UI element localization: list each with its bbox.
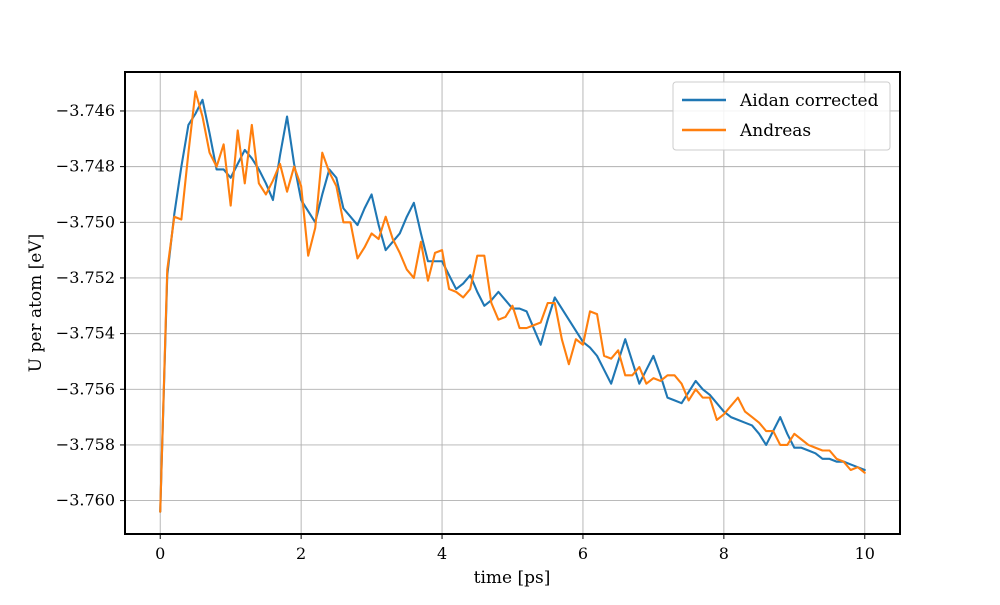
y-tick-label: −3.756 [56,379,115,398]
y-tick-label: −3.754 [56,324,115,343]
legend-box [672,81,891,151]
legend-label-aidan-corrected: Aidan corrected [739,91,879,111]
axis-ticks: 0 2 4 6 8 10 −3.746 −3.748 −3.750 −3.752 −3.754 −3.… [56,101,875,563]
x-tick-label: 10 [855,544,875,563]
y-tick-label: −3.758 [56,435,115,454]
y-axis-label: U per atom [eV] [26,234,46,373]
legend: Aidan corrected Andreas [672,81,891,151]
x-tick-label: 2 [296,544,306,563]
y-tick-label: −3.748 [56,157,115,176]
x-axis-label: time [ps] [474,568,551,588]
x-tick-label: 4 [437,544,447,563]
series-lines [159,90,866,513]
x-tick-label: 0 [155,544,165,563]
x-tick-label: 6 [578,544,588,563]
y-tick-label: −3.760 [56,491,115,510]
plot-frame [124,71,901,535]
y-tick-label: −3.752 [56,268,115,287]
y-tick-label: −3.746 [56,101,115,120]
y-tick-label: −3.750 [56,212,115,231]
x-tick-label: 8 [719,544,729,563]
series-line-andreas [159,90,866,513]
legend-label-andreas: Andreas [739,121,811,141]
